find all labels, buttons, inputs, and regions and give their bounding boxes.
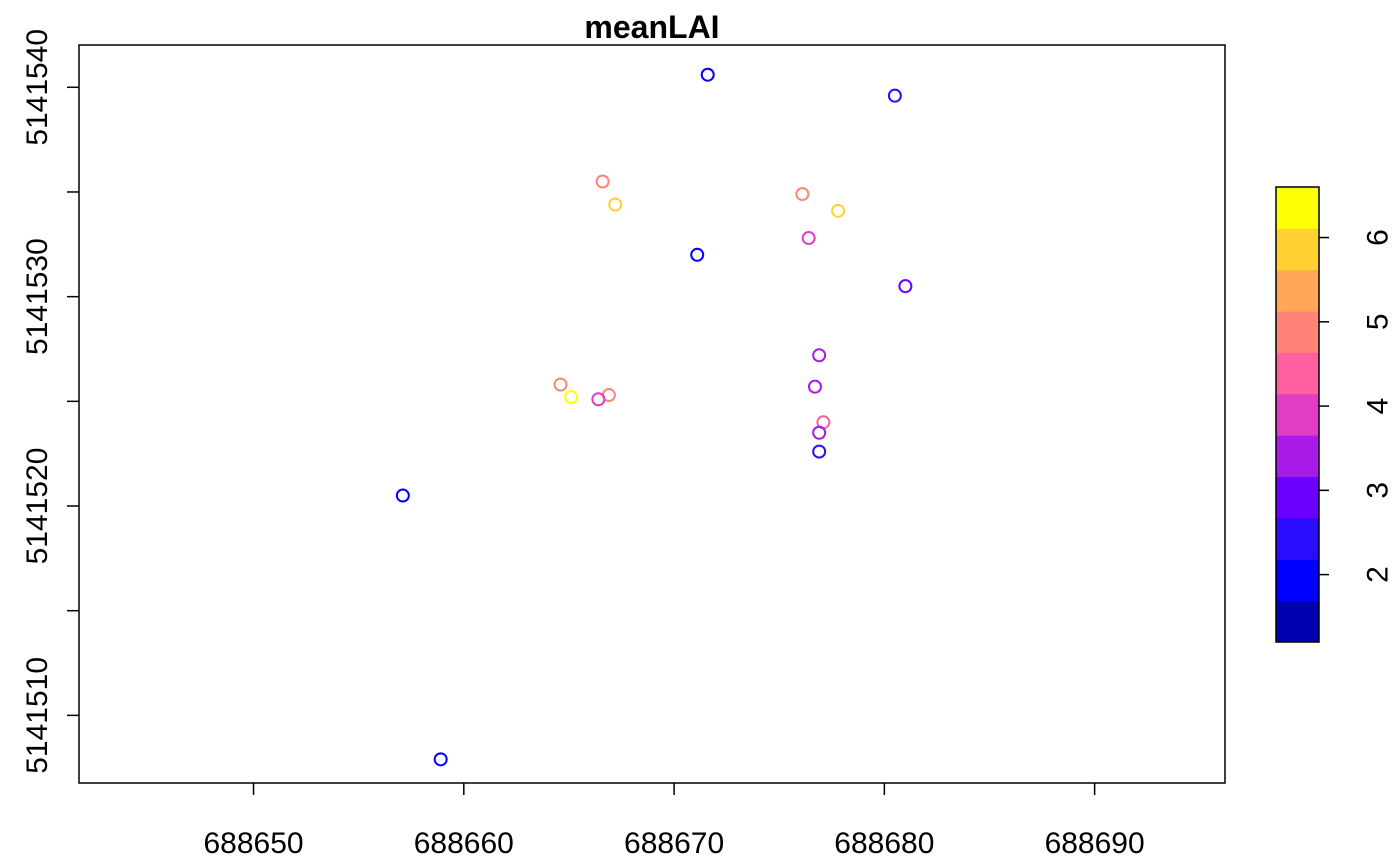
legend-color-bin xyxy=(1276,352,1319,395)
x-tick-label: 688660 xyxy=(414,827,514,860)
y-tick-label: 5141520 xyxy=(21,448,54,565)
legend-color-bin xyxy=(1276,517,1319,560)
scatter-points xyxy=(395,67,913,767)
legend-color-bin xyxy=(1276,311,1319,353)
legend-frame xyxy=(1275,186,1320,643)
data-point xyxy=(795,187,810,202)
data-point xyxy=(887,88,902,103)
x-tick-label: 688650 xyxy=(203,827,303,860)
data-point xyxy=(395,488,410,503)
y-axis: 5141510 5141520 5141530 5141540 xyxy=(21,29,79,774)
legend-color-bin xyxy=(1276,228,1319,271)
x-tick-label: 688690 xyxy=(1045,827,1145,860)
data-point xyxy=(608,197,623,212)
y-tick-label: 5141530 xyxy=(21,238,54,355)
legend-tick-label: 3 xyxy=(1362,482,1395,499)
legend-color-bin xyxy=(1276,393,1319,436)
legend-color-bin xyxy=(1276,187,1319,229)
legend-tick-label: 4 xyxy=(1362,398,1395,415)
data-point xyxy=(591,392,606,407)
data-point xyxy=(564,390,579,405)
legend-color-bin xyxy=(1276,476,1319,519)
data-point xyxy=(812,444,827,459)
data-point xyxy=(553,377,568,392)
legend-color-bin xyxy=(1276,435,1319,478)
y-tick-label: 5141540 xyxy=(21,29,54,146)
data-point xyxy=(433,752,448,767)
legend-color-bin xyxy=(1276,269,1319,312)
legend-color-bin xyxy=(1276,600,1319,643)
color-legend: 2 3 4 5 6 xyxy=(1275,186,1395,643)
data-point xyxy=(812,425,827,440)
legend-color-bin xyxy=(1276,559,1319,602)
chart-title: meanLAI xyxy=(584,9,719,45)
legend-tick-label: 2 xyxy=(1362,566,1395,583)
data-point xyxy=(595,174,610,189)
data-point xyxy=(807,379,822,394)
data-point xyxy=(812,348,827,363)
data-point xyxy=(690,247,705,262)
x-tick-label: 688680 xyxy=(834,827,934,860)
y-tick-label: 5141510 xyxy=(21,657,54,774)
plot-area-frame xyxy=(78,44,1226,784)
data-point xyxy=(700,67,715,82)
x-axis: 688650 688660 688670 688680 688690 xyxy=(203,783,1145,860)
x-tick-label: 688670 xyxy=(624,827,724,860)
legend-tick-label: 6 xyxy=(1362,229,1395,246)
legend-tick-label: 5 xyxy=(1362,313,1395,330)
data-point xyxy=(801,231,816,246)
data-point xyxy=(898,279,913,294)
data-point xyxy=(831,203,846,218)
